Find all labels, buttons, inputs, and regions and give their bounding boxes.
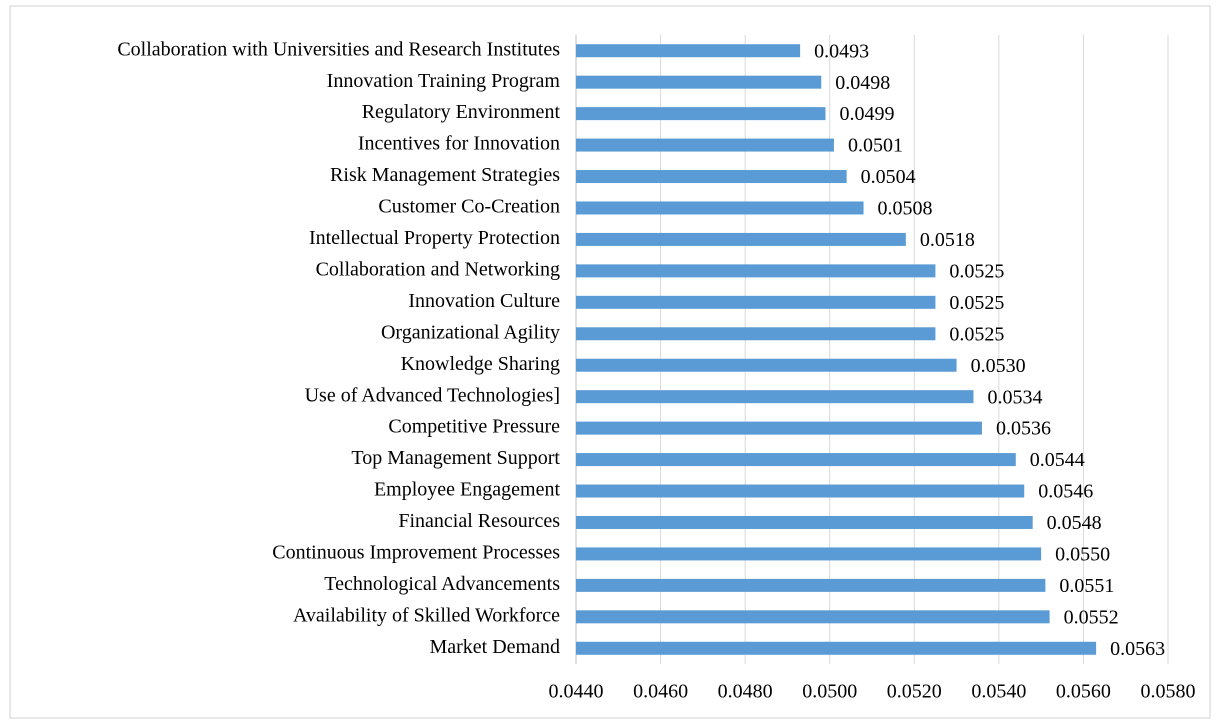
y-tick-label: Use of Advanced Technologies]: [305, 384, 560, 406]
bar: [576, 390, 974, 404]
y-tick-label: Organizational Agility: [381, 321, 560, 343]
data-label: 0.0525: [949, 323, 1004, 345]
bar: [576, 107, 826, 121]
x-tick-label: 0.0540: [971, 681, 1026, 703]
bar: [576, 170, 847, 184]
data-label: 0.0551: [1059, 575, 1114, 597]
bar: [576, 75, 822, 89]
data-label: 0.0544: [1030, 449, 1085, 471]
bar: [576, 327, 936, 341]
data-label: 0.0525: [949, 260, 1004, 282]
y-tick-label: Technological Advancements: [324, 573, 560, 595]
x-tick-label: 0.0440: [549, 681, 604, 703]
y-tick-label: Innovation Culture: [408, 290, 560, 312]
bar: [576, 295, 936, 309]
y-tick-label: Innovation Training Program: [327, 70, 561, 92]
data-label: 0.0525: [949, 292, 1004, 314]
x-tick-label: 0.0560: [1056, 681, 1111, 703]
y-tick-label: Intellectual Property Protection: [309, 227, 560, 249]
y-tick-label: Regulatory Environment: [362, 101, 561, 123]
x-tick-label: 0.0580: [1141, 681, 1196, 703]
bar: [576, 578, 1046, 592]
y-tick-label: Employee Engagement: [374, 479, 560, 501]
y-tick-label: Competitive Pressure: [388, 416, 560, 438]
y-tick-label: Financial Resources: [398, 510, 560, 532]
y-tick-label: Collaboration and Networking: [316, 258, 560, 280]
bar: [576, 201, 864, 215]
data-label: 0.0530: [971, 355, 1026, 377]
bar: [576, 264, 936, 278]
y-tick-label: Knowledge Sharing: [401, 353, 560, 375]
bar: [576, 515, 1033, 529]
x-tick-label: 0.0520: [887, 681, 942, 703]
bar: [576, 453, 1016, 467]
data-label: 0.0552: [1064, 606, 1119, 628]
y-tick-label: Incentives for Innovation: [358, 133, 560, 155]
data-label: 0.0498: [835, 72, 890, 94]
data-label: 0.0499: [839, 103, 894, 125]
bar: [576, 358, 957, 372]
data-label: 0.0504: [861, 166, 916, 188]
bar: [576, 610, 1050, 624]
y-tick-label: Continuous Improvement Processes: [272, 542, 560, 564]
bar: [576, 484, 1025, 498]
y-tick-label: Customer Co-Creation: [378, 196, 560, 218]
bar: [576, 641, 1097, 655]
y-tick-label: Availability of Skilled Workforce: [293, 604, 560, 626]
bar: [576, 421, 982, 435]
y-tick-label: Market Demand: [429, 636, 560, 658]
y-tick-label: Top Management Support: [351, 447, 560, 469]
data-label: 0.0493: [814, 40, 869, 62]
data-label: 0.0548: [1047, 512, 1102, 534]
data-label: 0.0501: [848, 135, 903, 157]
x-tick-label: 0.0460: [633, 681, 688, 703]
y-tick-label: Risk Management Strategies: [330, 164, 560, 186]
x-tick-label: 0.0500: [802, 681, 857, 703]
y-tick-label: Collaboration with Universities and Rese…: [117, 38, 560, 60]
bar: [576, 138, 834, 152]
data-label: 0.0563: [1110, 638, 1165, 660]
data-label: 0.0508: [878, 198, 933, 220]
data-label: 0.0550: [1055, 544, 1110, 566]
data-label: 0.0534: [987, 386, 1042, 408]
bar: [576, 232, 906, 246]
bar: [576, 44, 801, 58]
data-label: 0.0536: [996, 418, 1051, 440]
data-label: 0.0546: [1038, 481, 1093, 503]
bar: [576, 547, 1042, 561]
x-tick-label: 0.0480: [718, 681, 773, 703]
data-label: 0.0518: [920, 229, 975, 251]
